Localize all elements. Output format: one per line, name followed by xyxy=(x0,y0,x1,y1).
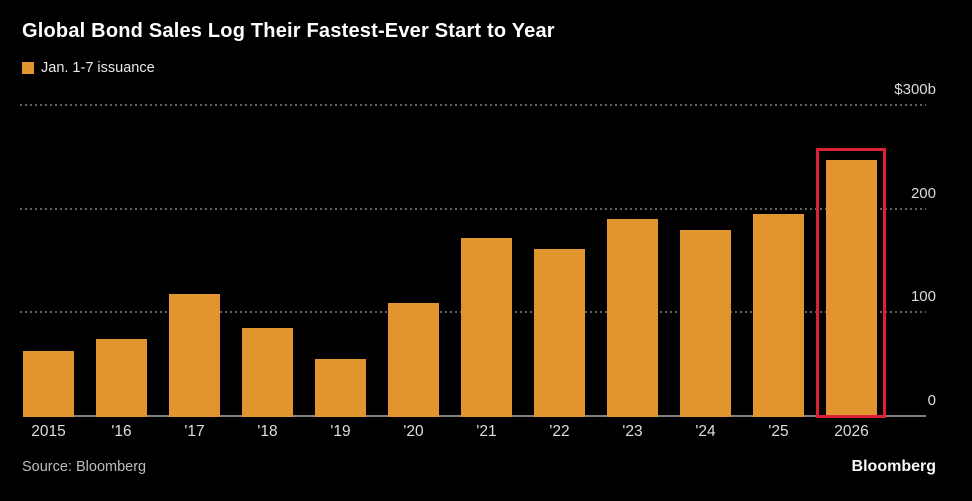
bar-2015 xyxy=(23,350,74,417)
y-axis-label-300: $300b xyxy=(894,81,936,98)
gridline-300 xyxy=(20,104,926,106)
bar-17 xyxy=(169,293,220,417)
y-axis-label-100: 100 xyxy=(910,288,936,306)
y-axis-label-200: 200 xyxy=(910,184,936,202)
chart-title: Global Bond Sales Log Their Fastest-Ever… xyxy=(22,20,555,42)
bar-18 xyxy=(242,327,293,417)
x-axis-label-21: '21 xyxy=(476,423,497,440)
bloomberg-logo: Bloomberg xyxy=(851,458,936,475)
source-note: Source: Bloomberg xyxy=(22,459,147,475)
x-axis-label-22: '22 xyxy=(549,423,570,440)
legend: Jan. 1-7 issuance xyxy=(22,60,155,76)
x-axis-label-24: '24 xyxy=(695,423,716,440)
x-axis-label-17: '17 xyxy=(184,423,205,440)
bar-16 xyxy=(96,339,147,417)
x-axis-label-19: '19 xyxy=(330,423,351,440)
bar-2026 xyxy=(826,159,877,417)
bar-24 xyxy=(680,230,731,417)
x-axis-label-2015: 2015 xyxy=(31,423,66,440)
legend-label: Jan. 1-7 issuance xyxy=(41,60,155,76)
gridline-200 xyxy=(20,207,926,210)
x-axis-label-18: '18 xyxy=(257,423,278,440)
bar-25 xyxy=(753,213,804,417)
highlight-box-2026 xyxy=(816,147,886,418)
bar-23 xyxy=(607,219,658,417)
bar-19 xyxy=(315,358,366,417)
x-axis-label-25: '25 xyxy=(768,423,789,440)
y-axis-label-0: 0 xyxy=(927,392,936,409)
x-axis-label-2026: 2026 xyxy=(834,423,869,440)
bar-21 xyxy=(461,237,512,417)
bar-20 xyxy=(388,303,439,417)
bar-22 xyxy=(534,249,585,417)
x-axis-label-23: '23 xyxy=(622,423,643,440)
legend-swatch-icon xyxy=(22,62,34,74)
x-axis-label-20: '20 xyxy=(403,423,424,440)
x-axis-label-16: '16 xyxy=(111,423,132,440)
